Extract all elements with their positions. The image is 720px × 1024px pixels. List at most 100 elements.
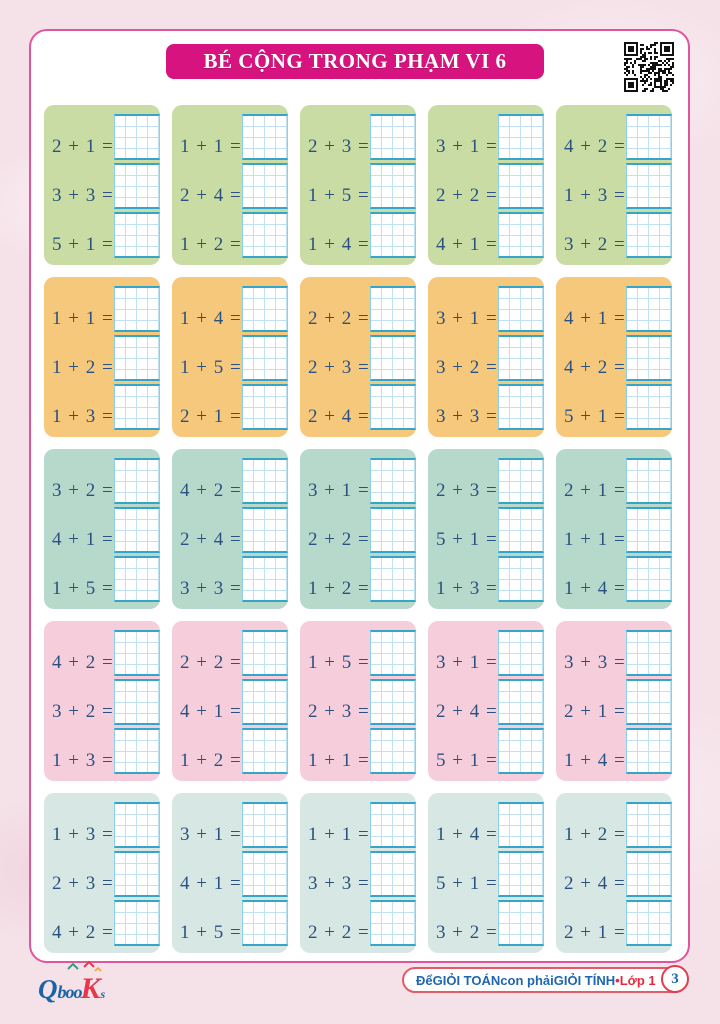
answer-grid-box[interactable] xyxy=(113,114,160,160)
answer-grid-box[interactable] xyxy=(369,556,416,602)
answer-grid-box[interactable] xyxy=(113,802,160,848)
problem-row: 1 + 2 = xyxy=(180,209,288,258)
answer-grid-box[interactable] xyxy=(497,286,544,332)
answer-grid-box[interactable] xyxy=(113,286,160,332)
answer-grid-box[interactable] xyxy=(241,802,288,848)
answer-grid-box[interactable] xyxy=(497,507,544,553)
answer-grid-box[interactable] xyxy=(625,458,672,504)
answer-grid-box[interactable] xyxy=(497,900,544,946)
answer-grid-box[interactable] xyxy=(625,286,672,332)
answer-grid-box[interactable] xyxy=(241,335,288,381)
answer-grid-box[interactable] xyxy=(241,507,288,553)
answer-grid-box[interactable] xyxy=(369,630,416,676)
answer-grid-box[interactable] xyxy=(497,728,544,774)
answer-grid-box[interactable] xyxy=(241,384,288,430)
problem-row: 3 + 2 = xyxy=(52,455,160,504)
answer-grid-box[interactable] xyxy=(113,212,160,258)
answer-grid-box[interactable] xyxy=(625,212,672,258)
answer-grid-box[interactable] xyxy=(369,114,416,160)
answer-grid-box[interactable] xyxy=(625,900,672,946)
answer-grid-box[interactable] xyxy=(369,458,416,504)
answer-grid-box[interactable] xyxy=(241,556,288,602)
answer-grid-box[interactable] xyxy=(369,163,416,209)
answer-grid-box[interactable] xyxy=(113,851,160,897)
answer-grid-box[interactable] xyxy=(369,679,416,725)
answer-grid-box[interactable] xyxy=(241,458,288,504)
answer-grid-box[interactable] xyxy=(497,679,544,725)
answer-grid-box[interactable] xyxy=(113,630,160,676)
answer-grid-box[interactable] xyxy=(625,114,672,160)
answer-grid-box[interactable] xyxy=(497,384,544,430)
equation-label: 4 + 2 = xyxy=(564,136,626,157)
problem-card-r3-c3: 3 + 1 = 2 + 2 = 1 + 2 = xyxy=(300,449,416,609)
answer-grid-box[interactable] xyxy=(113,900,160,946)
answer-grid-box[interactable] xyxy=(497,556,544,602)
logo-letters-boo: boo xyxy=(57,982,83,1002)
equation-label: 2 + 3 = xyxy=(308,136,370,157)
answer-grid-box[interactable] xyxy=(497,114,544,160)
answer-grid-box[interactable] xyxy=(113,728,160,774)
answer-grid-box[interactable] xyxy=(625,384,672,430)
equation-label: 1 + 5 = xyxy=(308,652,370,673)
equation-label: 1 + 5 = xyxy=(180,357,242,378)
problem-row: 2 + 1 = xyxy=(564,676,672,725)
problem-row: 1 + 3 = xyxy=(52,381,160,430)
equation-label: 1 + 1 = xyxy=(308,750,370,771)
answer-grid-box[interactable] xyxy=(241,114,288,160)
problem-row: 4 + 1 = xyxy=(180,676,288,725)
answer-grid-box[interactable] xyxy=(113,679,160,725)
problem-row: 3 + 1 = xyxy=(436,111,544,160)
answer-grid-box[interactable] xyxy=(369,851,416,897)
answer-grid-box[interactable] xyxy=(625,728,672,774)
answer-grid-box[interactable] xyxy=(241,163,288,209)
problem-row: 2 + 3 = xyxy=(52,848,160,897)
answer-grid-box[interactable] xyxy=(625,335,672,381)
answer-grid-box[interactable] xyxy=(625,679,672,725)
problem-row: 4 + 1 = xyxy=(180,848,288,897)
answer-grid-box[interactable] xyxy=(369,286,416,332)
answer-grid-box[interactable] xyxy=(497,163,544,209)
problem-row: 3 + 2 = xyxy=(436,897,544,946)
answer-grid-box[interactable] xyxy=(369,900,416,946)
answer-grid-box[interactable] xyxy=(497,458,544,504)
qr-code-icon xyxy=(620,38,678,96)
answer-grid-box[interactable] xyxy=(497,335,544,381)
answer-grid-box[interactable] xyxy=(369,384,416,430)
answer-grid-box[interactable] xyxy=(369,802,416,848)
answer-grid-box[interactable] xyxy=(497,630,544,676)
answer-grid-box[interactable] xyxy=(369,335,416,381)
answer-grid-box[interactable] xyxy=(241,212,288,258)
answer-grid-box[interactable] xyxy=(625,630,672,676)
answer-grid-box[interactable] xyxy=(241,630,288,676)
problem-row: 1 + 2 = xyxy=(308,553,416,602)
problem-row: 2 + 4 = xyxy=(436,676,544,725)
answer-grid-box[interactable] xyxy=(113,507,160,553)
answer-grid-box[interactable] xyxy=(497,851,544,897)
answer-grid-box[interactable] xyxy=(625,851,672,897)
answer-grid-box[interactable] xyxy=(369,212,416,258)
answer-grid-box[interactable] xyxy=(241,900,288,946)
answer-grid-box[interactable] xyxy=(625,507,672,553)
problem-row: 4 + 2 = xyxy=(52,627,160,676)
answer-grid-box[interactable] xyxy=(241,851,288,897)
answer-grid-box[interactable] xyxy=(241,728,288,774)
answer-grid-box[interactable] xyxy=(625,556,672,602)
answer-grid-box[interactable] xyxy=(241,679,288,725)
answer-grid-box[interactable] xyxy=(497,212,544,258)
answer-grid-box[interactable] xyxy=(625,802,672,848)
answer-grid-box[interactable] xyxy=(241,286,288,332)
answer-grid-box[interactable] xyxy=(625,163,672,209)
answer-grid-box[interactable] xyxy=(113,384,160,430)
footer-badge-text: GIỎI TOÁN xyxy=(432,972,501,988)
equation-label: 5 + 1 = xyxy=(436,750,498,771)
answer-grid-box[interactable] xyxy=(369,728,416,774)
equation-label: 2 + 1 = xyxy=(52,136,114,157)
answer-grid-box[interactable] xyxy=(113,163,160,209)
problem-row: 4 + 1 = xyxy=(564,283,672,332)
answer-grid-box[interactable] xyxy=(113,556,160,602)
answer-grid-box[interactable] xyxy=(497,802,544,848)
answer-grid-box[interactable] xyxy=(113,335,160,381)
worksheet-grid: 2 + 1 = 3 + 3 = 5 + 1 = 1 + 1 = 2 + 4 = 1 + 2… xyxy=(44,105,676,953)
answer-grid-box[interactable] xyxy=(113,458,160,504)
answer-grid-box[interactable] xyxy=(369,507,416,553)
